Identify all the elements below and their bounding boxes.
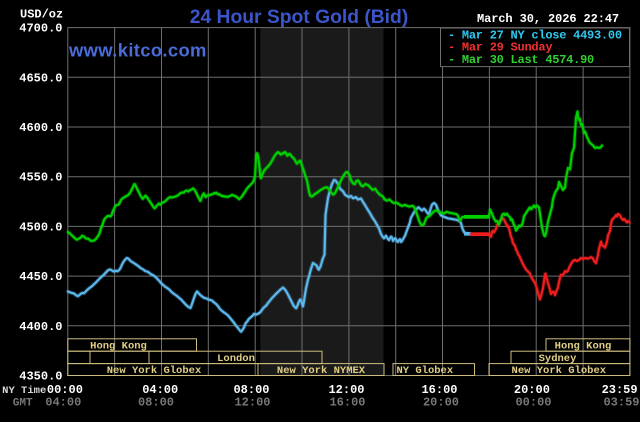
svg-text:4700.0: 4700.0 [19,22,62,36]
svg-text:4550.0: 4550.0 [19,171,62,185]
svg-text:NY Time: NY Time [2,385,46,397]
svg-text:NY Globex: NY Globex [396,365,453,377]
svg-text:12:00: 12:00 [234,395,270,409]
svg-text:03:59: 03:59 [603,395,639,409]
svg-text:4400.0: 4400.0 [19,320,62,334]
svg-text:20:00: 20:00 [514,383,550,397]
svg-text:16:00: 16:00 [421,383,457,397]
svg-text:12:00: 12:00 [328,383,364,397]
svg-text:20:00: 20:00 [423,395,459,409]
svg-text:- Mar 30 Last 4574.90: - Mar 30 Last 4574.90 [448,53,594,67]
svg-text:08:00: 08:00 [138,395,174,409]
svg-text:4650.0: 4650.0 [19,71,62,85]
svg-text:New York Globex: New York Globex [107,365,202,377]
svg-text:08:00: 08:00 [233,383,269,397]
svg-text:24 Hour Spot Gold (Bid): 24 Hour Spot Gold (Bid) [190,7,409,28]
svg-text:4350.0: 4350.0 [19,370,62,384]
svg-text:New York NYMEX: New York NYMEX [277,365,366,377]
svg-text:00:00: 00:00 [515,395,551,409]
svg-text:23:59: 23:59 [602,383,638,397]
svg-text:04:00: 04:00 [142,383,178,397]
svg-text:London: London [217,353,255,365]
svg-text:16:00: 16:00 [329,395,365,409]
svg-text:4450.0: 4450.0 [19,270,62,284]
svg-text:USD/oz: USD/oz [20,8,63,22]
svg-text:March 30, 2026 22:47: March 30, 2026 22:47 [477,12,619,26]
svg-text:4600.0: 4600.0 [19,121,62,135]
svg-text:04:00: 04:00 [45,395,81,409]
svg-text:4500.0: 4500.0 [19,220,62,234]
svg-text:- Mar 27 NY close 4493.00: - Mar 27 NY close 4493.00 [448,28,622,42]
svg-text:Sydney: Sydney [539,353,578,365]
svg-text:New York Globex: New York Globex [512,365,607,377]
svg-text:Hong Kong: Hong Kong [90,340,147,352]
svg-text:- Mar 29 Sunday: - Mar 29 Sunday [448,41,552,55]
svg-text:GMT: GMT [13,397,33,409]
svg-text:www.kitco.com: www.kitco.com [68,40,207,61]
svg-text:00:00: 00:00 [47,383,83,397]
svg-text:Hong Kong: Hong Kong [555,340,612,352]
